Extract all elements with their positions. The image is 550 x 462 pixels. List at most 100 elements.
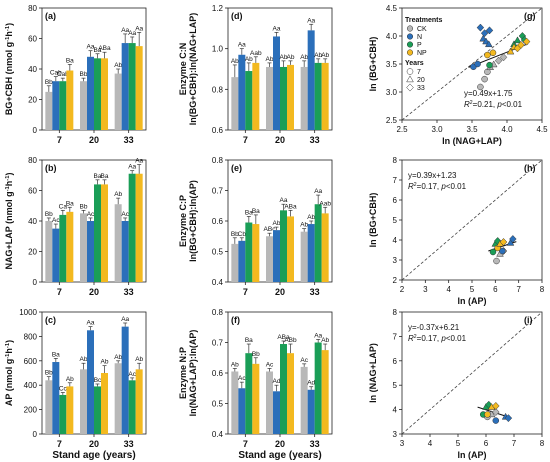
y-axis-label-2: ln(BG+CBH):ln(AP) [188,180,198,262]
point-N-20 [484,40,493,48]
bar-N-33 [307,30,315,130]
bar-P-7 [59,394,67,434]
bar-N-7 [52,228,60,282]
y-axis-label: Enzyme N:P [178,347,188,399]
legend-item: CK [417,26,427,33]
y-tick-label: 7 [393,332,398,341]
significance-letter: Aa [135,25,143,32]
point-N-33 [476,23,485,32]
y-axis-label: ln (BG+CBH) [368,193,378,248]
regression-equation: y=0.49x+1.75 [464,89,513,98]
point-N-7 [474,60,481,68]
significance-letter: Bc [94,377,102,384]
significance-letter: Ac [121,211,129,218]
y-tick-label: 4 [393,236,398,245]
legend-swatch-N [406,33,414,40]
bar-P-33 [314,342,322,434]
y-tick-label: 80 [28,156,37,165]
bar-P-20 [94,386,101,434]
y-axis-label-group: AP (nmol g-1h-1) [4,340,14,406]
x-tick-label: 6 [484,439,489,448]
significance-letter: Ba [245,337,253,344]
point-N-7 [499,247,506,255]
x-tick-label: 33 [310,439,320,449]
bar-NP-20 [287,216,294,282]
x-tick-label: 7 [243,135,248,145]
point-P-7 [489,248,497,256]
bar-N-7 [238,240,246,282]
bar-CK-7 [231,243,239,282]
x-tick-label: 33 [310,287,320,297]
significance-letter: Ab [80,356,88,363]
y-tick-label: 600 [24,357,38,366]
y-tick-label: 6 [393,196,398,205]
bar-P-33 [128,43,136,131]
bar-CK-33 [300,66,308,130]
y-axis-label-2: ln(NAG+LAP):ln(AP) [188,330,198,417]
bar-CK-33 [300,366,308,434]
point-NP-33 [492,401,500,410]
significance-letter: Ab [321,337,329,344]
bar-P-20 [280,210,287,282]
bar-CK-20 [266,371,273,434]
significance-letter: Bb [45,211,53,218]
significance-letter: Bb [252,351,260,358]
bar-N-20 [87,330,94,434]
bar-P-33 [128,173,136,282]
significance-letter: ABa [284,203,297,210]
point-N-33 [509,235,517,243]
significance-letter: Aa [121,316,129,323]
y-axis-label-group: Enzyme C:N [178,43,188,96]
bar-N-7 [238,388,246,434]
significance-letter: Ba [66,200,74,207]
x-axis-title-left: Stand age (years) [52,450,135,461]
regression-stats: R2=0.17, p<0.01 [408,182,467,191]
bar-NP-33 [321,350,329,434]
significance-letter: Aa [128,30,136,37]
point-NP-33 [522,37,531,46]
y-axis-label: ln (NAG+LAP) [368,343,378,403]
y-tick-label: 7 [393,176,398,185]
significance-letter: Ba [94,173,102,180]
bar-N-20 [273,391,280,434]
x-axis-label: ln (AP) [458,296,487,306]
significance-letter: Ab [135,356,143,363]
bar-NP-33 [135,173,143,282]
bar-N-7 [52,362,60,434]
significance-letter: Cab [50,70,62,77]
point-N-7 [492,417,500,424]
x-tick-label: 4 [446,285,451,294]
x-tick-label: 20 [275,439,285,449]
point-NP-33 [517,40,525,49]
point-CK-33 [492,408,500,417]
significance-letter: Aab [250,50,262,57]
legend-title-treatments: Treatments [405,17,442,24]
y-tick-label: 20 [28,96,37,105]
bar-NP-7 [252,62,260,130]
bar-CK-7 [231,77,239,130]
point-CK-7 [493,257,500,265]
y-tick-label: 4.5 [386,4,398,13]
x-tick-label: 20 [89,439,99,449]
y-axis-label: ln (BG+CBH) [368,37,378,92]
point-NP-7 [484,51,491,59]
x-tick-label: 4.0 [501,125,513,134]
point-CK-7 [477,83,484,91]
y-tick-label: 4.0 [386,32,398,41]
y-axis-label-group: ln (NAG+LAP) [368,343,378,403]
y-tick-label: 0.6 [212,126,224,135]
y-tick-label: 0.4 [212,430,224,439]
y-tick-label: 0.6 [212,217,224,226]
x-tick-label: 8 [540,439,545,448]
bar-N-33 [121,326,129,434]
significance-letter: Ab [101,359,109,366]
bar-NP-33 [135,46,143,130]
y-tick-label: 2 [393,276,398,285]
significance-letter: Ca [59,203,68,210]
one-to-one-line [401,159,543,281]
legend-marker-7 [406,68,414,75]
significance-letter: Ab [314,52,322,59]
